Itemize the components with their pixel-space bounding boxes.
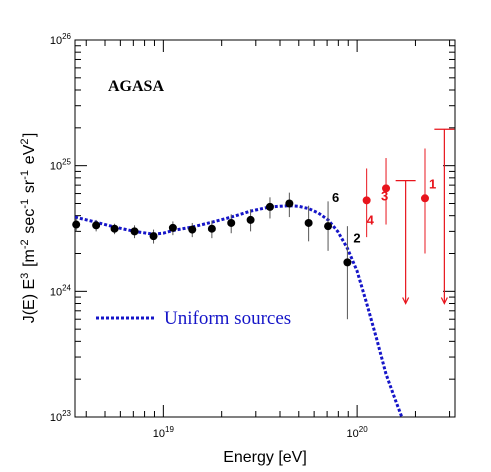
legend-label: Uniform sources [164, 308, 291, 329]
data-point [420, 194, 429, 203]
x-tick-label: 1019 [153, 425, 175, 440]
y-tick-label: 1024 [50, 283, 72, 298]
data-point [72, 220, 81, 229]
point-label-1: 1 [429, 176, 436, 191]
y-tick-label: 1026 [50, 32, 72, 47]
x-tick-label: 1020 [347, 425, 369, 440]
data-point [227, 218, 236, 227]
point-label-4: 4 [367, 212, 375, 227]
data-point [188, 225, 197, 234]
data-point [265, 202, 274, 211]
y-axis-label: J(E) E3 [m-2 sec-1 sr-1 eV2 ] [19, 133, 38, 324]
data-point [207, 224, 216, 233]
data-point [92, 221, 101, 230]
point-label-3: 3 [381, 188, 388, 203]
data-point [246, 215, 255, 224]
data-point [324, 222, 333, 231]
plot-frame [74, 39, 456, 418]
data-point [382, 184, 391, 193]
data-point [343, 258, 352, 267]
legend: Uniform sources [96, 308, 291, 329]
data-point [285, 199, 294, 208]
point-label-6: 6 [332, 190, 339, 205]
data-point [304, 218, 313, 227]
upper-limit-arrow [402, 297, 410, 305]
data-point [130, 227, 139, 236]
data-point [110, 224, 119, 233]
data-point [168, 223, 177, 232]
data-point [149, 232, 158, 241]
y-tick-label: 1023 [50, 409, 72, 424]
point-label-2: 2 [353, 230, 360, 245]
upper-limit-arrow [440, 297, 448, 305]
chart-title: AGASA [108, 78, 164, 95]
data-point [362, 196, 371, 205]
x-axis-label: Energy [eV] [223, 449, 307, 466]
y-tick-label: 1025 [50, 158, 72, 173]
